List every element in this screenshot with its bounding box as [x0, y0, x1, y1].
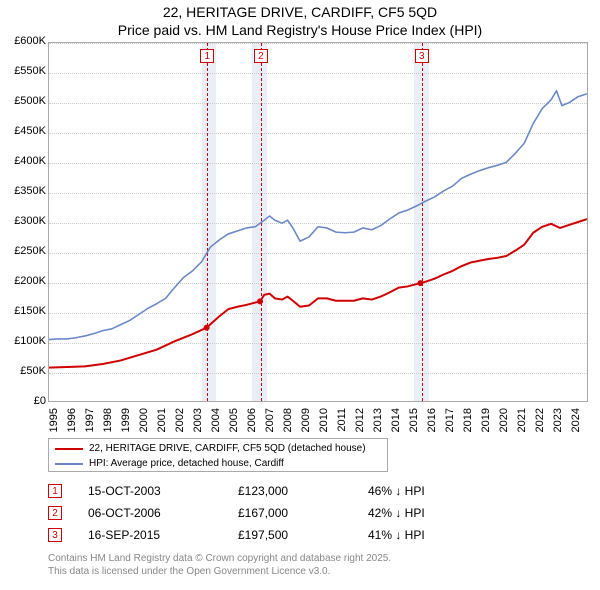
- legend-label: 22, HERITAGE DRIVE, CARDIFF, CF5 5QD (de…: [89, 443, 366, 454]
- y-tick-label: £50K: [2, 365, 46, 377]
- x-tick-label: 2024: [570, 408, 582, 448]
- attribution-line2: This data is licensed under the Open Gov…: [48, 565, 588, 578]
- y-tick-label: £450K: [2, 125, 46, 137]
- sale-row: 1 15-OCT-2003 £123,000 46% ↓ HPI: [48, 480, 588, 502]
- sale-hpi: 46% ↓ HPI: [368, 484, 425, 498]
- sale-marker-icon: 1: [48, 484, 62, 498]
- series-line-hpi: [49, 91, 587, 340]
- sale-row: 2 06-OCT-2006 £167,000 42% ↓ HPI: [48, 502, 588, 524]
- x-tick-label: 2017: [444, 408, 456, 448]
- sale-price: £167,000: [238, 506, 368, 520]
- y-tick-label: £400K: [2, 155, 46, 167]
- y-tick-label: £600K: [2, 35, 46, 47]
- x-tick-label: 2016: [426, 408, 438, 448]
- event-marker-icon: 3: [415, 49, 429, 63]
- x-tick-label: 2022: [534, 408, 546, 448]
- sale-hpi: 41% ↓ HPI: [368, 528, 425, 542]
- y-tick-label: £500K: [2, 95, 46, 107]
- y-tick-label: £150K: [2, 305, 46, 317]
- series-marker: [257, 298, 263, 304]
- legend-swatch: [55, 463, 83, 465]
- y-tick-label: £250K: [2, 245, 46, 257]
- sale-price: £123,000: [238, 484, 368, 498]
- x-tick-label: 2018: [462, 408, 474, 448]
- event-marker-icon: 1: [200, 49, 214, 63]
- attribution: Contains HM Land Registry data © Crown c…: [48, 552, 588, 578]
- event-marker-icon: 2: [254, 49, 268, 63]
- legend-swatch: [55, 448, 83, 450]
- sale-date: 06-OCT-2006: [88, 506, 238, 520]
- legend: 22, HERITAGE DRIVE, CARDIFF, CF5 5QD (de…: [48, 438, 388, 472]
- sales-table: 1 15-OCT-2003 £123,000 46% ↓ HPI 2 06-OC…: [48, 480, 588, 546]
- legend-label: HPI: Average price, detached house, Card…: [89, 458, 284, 469]
- sale-price: £197,500: [238, 528, 368, 542]
- sale-marker-icon: 2: [48, 506, 62, 520]
- chart-title-line2: Price paid vs. HM Land Registry's House …: [0, 22, 600, 38]
- chart-plot-area: 1 2 3: [48, 42, 588, 402]
- x-tick-label: 2020: [498, 408, 510, 448]
- x-tick-label: 2021: [516, 408, 528, 448]
- sale-hpi: 42% ↓ HPI: [368, 506, 425, 520]
- x-tick-label: 2015: [408, 408, 420, 448]
- sale-date: 15-OCT-2003: [88, 484, 238, 498]
- legend-item: HPI: Average price, detached house, Card…: [55, 456, 381, 471]
- sale-date: 16-SEP-2015: [88, 528, 238, 542]
- series-marker: [417, 280, 423, 286]
- series-line-price_paid: [49, 219, 587, 368]
- series-marker: [204, 325, 210, 331]
- y-tick-label: £300K: [2, 215, 46, 227]
- chart-lines-svg: [49, 43, 587, 401]
- y-tick-label: £0: [2, 395, 46, 407]
- sale-row: 3 16-SEP-2015 £197,500 41% ↓ HPI: [48, 524, 588, 546]
- attribution-line1: Contains HM Land Registry data © Crown c…: [48, 552, 588, 565]
- legend-item: 22, HERITAGE DRIVE, CARDIFF, CF5 5QD (de…: [55, 441, 381, 456]
- sale-marker-icon: 3: [48, 528, 62, 542]
- x-tick-label: 2014: [390, 408, 402, 448]
- y-tick-label: £100K: [2, 335, 46, 347]
- chart-title-line1: 22, HERITAGE DRIVE, CARDIFF, CF5 5QD: [0, 4, 600, 20]
- y-tick-label: £550K: [2, 65, 46, 77]
- x-tick-label: 2019: [480, 408, 492, 448]
- x-tick-label: 2023: [552, 408, 564, 448]
- y-tick-label: £200K: [2, 275, 46, 287]
- y-tick-label: £350K: [2, 185, 46, 197]
